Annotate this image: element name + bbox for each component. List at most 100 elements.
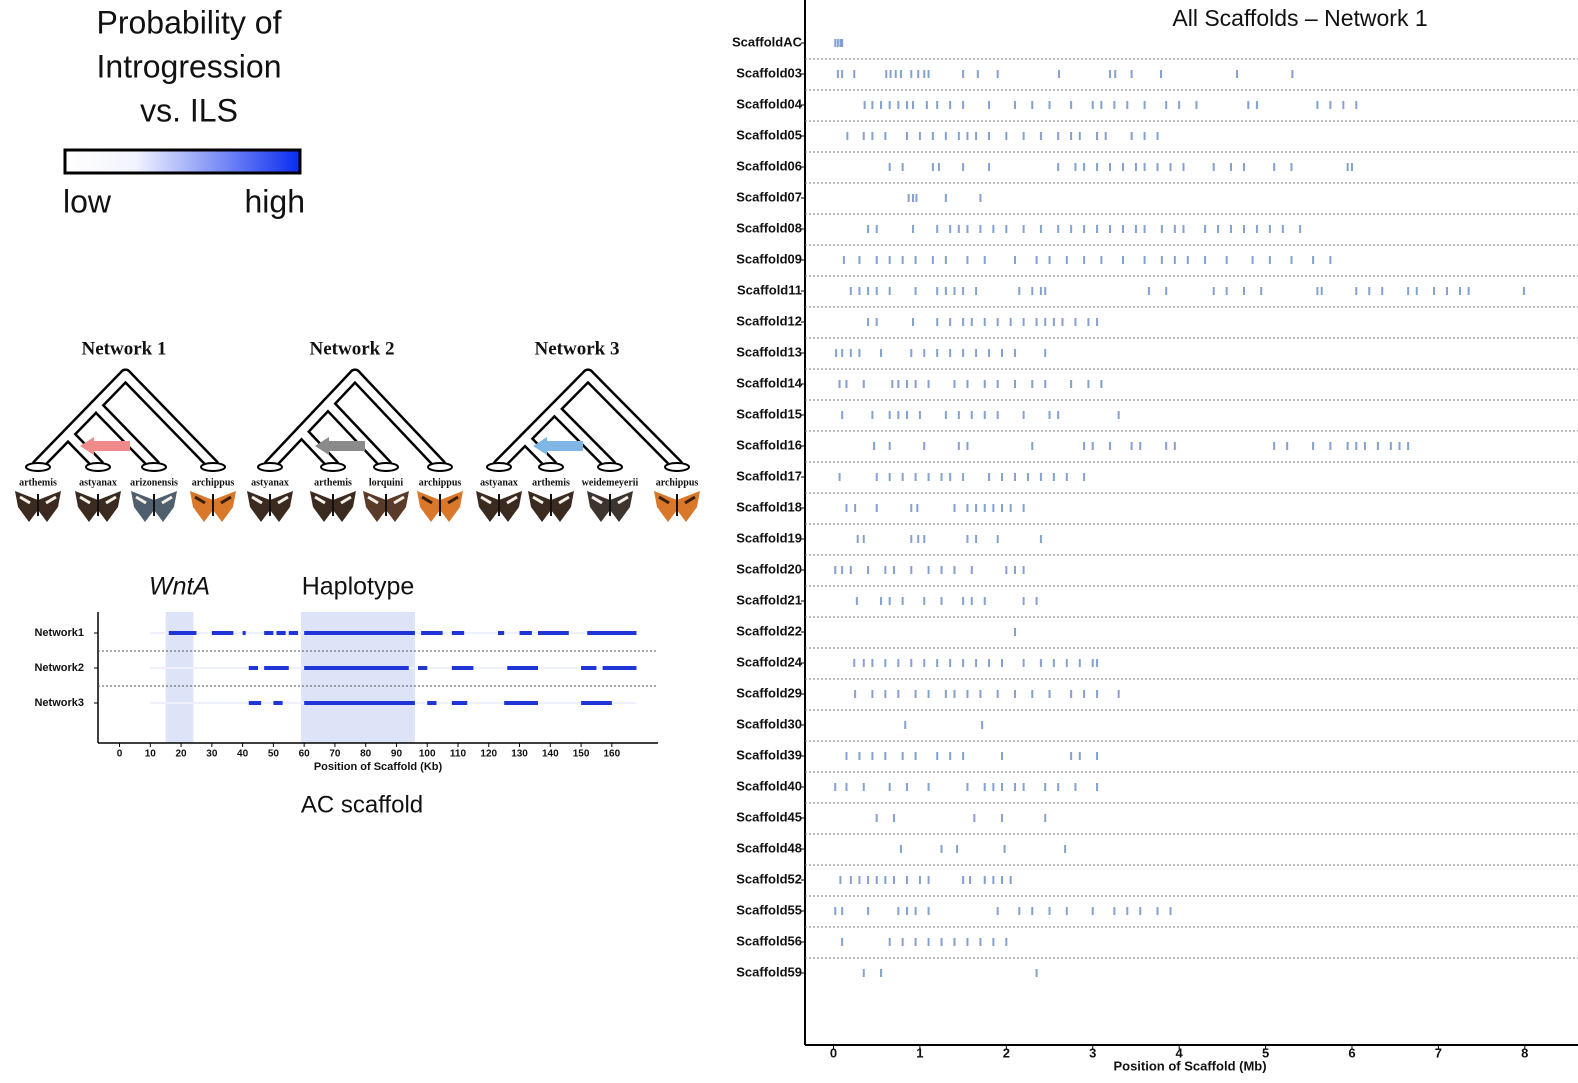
butterfly-wing [386,491,409,522]
butterfly-wing [190,491,213,522]
introgression-tick [1001,814,1003,822]
introgression-tick [889,163,891,171]
introgression-tick [1023,597,1025,605]
introgression-tick [1243,225,1245,233]
introgression-tick [984,318,986,326]
introgression-tick [835,349,837,357]
introgression-segment [504,701,538,705]
introgression-tick [1342,101,1344,109]
taxon-label: archippus [192,477,235,488]
introgression-tick [906,101,908,109]
introgression-tick [1031,907,1033,915]
taxon-label: arthemis [314,477,352,488]
introgression-tick [889,938,891,946]
introgression-tick [1135,163,1137,171]
butterfly-icon [15,491,61,522]
introgression-segment [304,701,415,705]
introgression-tick [1070,101,1072,109]
x-tick-label: 120 [480,749,497,760]
introgression-tick [850,876,852,884]
introgression-tick [1139,442,1141,450]
introgression-tick [897,380,899,388]
introgression-tick [1014,690,1016,698]
introgression-tick [1347,163,1349,171]
tree-tip [428,463,452,471]
introgression-tick [867,287,869,295]
introgression-tick [1023,225,1025,233]
introgression-tick [1204,256,1206,264]
butterfly-wing [333,491,356,522]
introgression-tick [1355,442,1357,450]
introgression-tick [889,442,891,450]
introgression-segment [581,701,612,705]
introgression-tick [834,783,836,791]
introgression-tick [923,659,925,667]
introgression-tick [1114,70,1116,78]
introgression-tick [1178,101,1180,109]
introgression-tick [1005,225,1007,233]
butterfly-wing [154,491,177,522]
introgression-tick [884,132,886,140]
introgression-tick [1230,163,1232,171]
introgression-tick [977,70,979,78]
x-tick-label: 1 [916,1045,923,1060]
introgression-tick [1070,752,1072,760]
introgression-tick [1165,101,1167,109]
taxon-label: arthemis [19,477,57,488]
introgression-tick [1066,659,1068,667]
introgression-tick [1079,659,1081,667]
introgression-tick [1066,256,1068,264]
introgression-tick [997,411,999,419]
introgression-tick [958,132,960,140]
introgression-tick [863,535,865,543]
x-tick-label: 20 [176,749,188,760]
introgression-tick [1023,132,1025,140]
introgression-tick [997,535,999,543]
row-label: Scaffold09 [736,251,802,266]
introgression-tick [1351,163,1353,171]
introgression-tick [941,473,943,481]
introgression-tick [919,411,921,419]
introgression-tick [973,814,975,822]
introgression-tick [1126,907,1128,915]
tree-tip [201,463,225,471]
introgression-tick [841,39,843,47]
row-label: Scaffold45 [736,809,802,824]
introgression-tick [1070,690,1072,698]
introgression-tick [880,597,882,605]
introgression-tick [1087,318,1089,326]
introgression-tick [966,225,968,233]
introgression-tick [902,473,904,481]
introgression-tick [867,225,869,233]
introgression-tick [1316,287,1318,295]
introgression-tick [975,535,977,543]
introgression-tick [1355,101,1357,109]
taxon-label: archippus [419,477,462,488]
introgression-tick [915,256,917,264]
introgression-tick [979,194,981,202]
introgression-tick [928,907,930,915]
introgression-tick [902,163,904,171]
introgression-segment [421,631,443,635]
introgression-tick [941,566,943,574]
introgression-tick [1074,163,1076,171]
introgression-tick [893,814,895,822]
butterfly-wing [38,491,61,522]
introgression-tick [1023,659,1025,667]
introgression-tick [857,535,859,543]
introgression-tick [841,907,843,915]
introgression-tick [1010,876,1012,884]
introgression-tick [1312,442,1314,450]
introgression-segment [520,631,532,635]
introgression-tick [889,287,891,295]
introgression-tick [979,938,981,946]
introgression-segment [304,666,409,670]
introgression-segment [418,666,427,670]
introgression-tick [858,287,860,295]
introgression-tick [1053,659,1055,667]
introgression-tick [915,287,917,295]
introgression-tick [841,349,843,357]
introgression-tick [1459,287,1461,295]
colorbar-high: high [245,183,306,219]
introgression-tick [975,132,977,140]
